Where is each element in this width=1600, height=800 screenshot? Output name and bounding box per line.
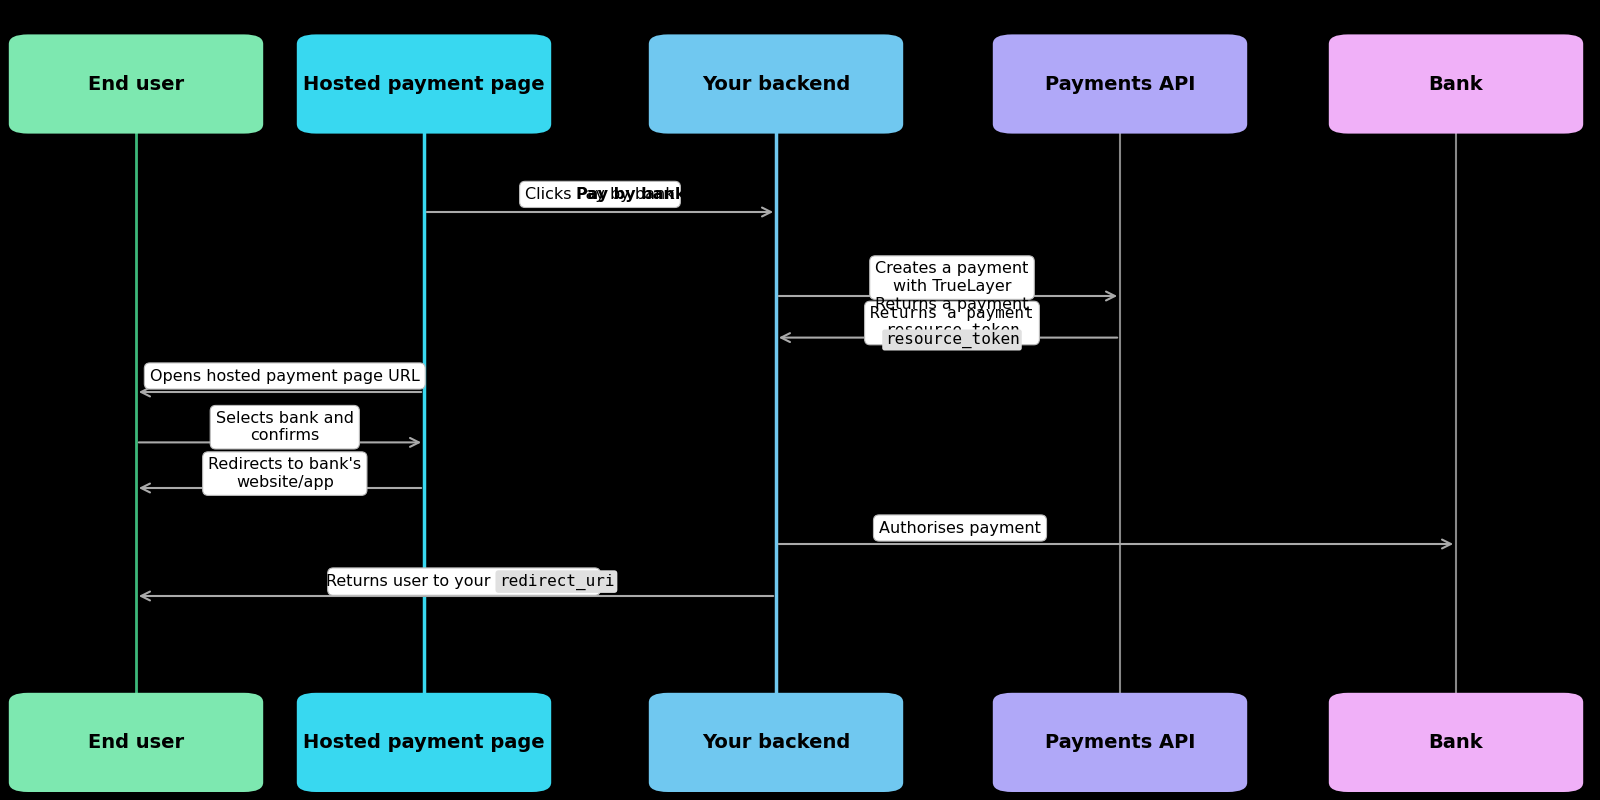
Text: Authorises payment: Authorises payment [878, 521, 1042, 535]
FancyBboxPatch shape [10, 693, 262, 792]
Text: Bank: Bank [1429, 733, 1483, 752]
FancyBboxPatch shape [992, 34, 1248, 134]
Text: Your backend: Your backend [702, 733, 850, 752]
FancyBboxPatch shape [1328, 693, 1584, 792]
Text: Clicks Pay by bank: Clicks Pay by bank [525, 187, 675, 202]
Text: Your backend: Your backend [702, 74, 850, 94]
Text: Opens hosted payment page URL: Opens hosted payment page URL [150, 369, 419, 383]
FancyBboxPatch shape [298, 693, 550, 792]
Text: Bank: Bank [1429, 74, 1483, 94]
Text: End user: End user [88, 733, 184, 752]
FancyBboxPatch shape [650, 693, 902, 792]
FancyBboxPatch shape [1328, 34, 1584, 134]
Text: End user: End user [88, 74, 184, 94]
Text: Returns user to your redirect_uri: Returns user to your redirect_uri [333, 574, 595, 590]
Text: Hosted payment page: Hosted payment page [302, 733, 546, 752]
Text: Pay by bank: Pay by bank [576, 187, 685, 202]
FancyBboxPatch shape [10, 34, 262, 134]
Text: Hosted payment page: Hosted payment page [302, 74, 546, 94]
Text: Selects bank and
confirms: Selects bank and confirms [216, 411, 354, 443]
FancyBboxPatch shape [298, 34, 550, 134]
FancyBboxPatch shape [992, 693, 1248, 792]
Text: Payments API: Payments API [1045, 733, 1195, 752]
Text: resource_token: resource_token [885, 332, 1019, 348]
Text: redirect_uri: redirect_uri [499, 574, 614, 590]
Text: Returns a payment
resource_token: Returns a payment resource_token [870, 306, 1034, 339]
Text: Returns a payment: Returns a payment [875, 298, 1029, 312]
Text: Clicks Pay by bank: Clicks Pay by bank [525, 187, 675, 202]
FancyBboxPatch shape [650, 34, 902, 134]
Text: Payments API: Payments API [1045, 74, 1195, 94]
Text: Creates a payment
with TrueLayer: Creates a payment with TrueLayer [875, 262, 1029, 294]
Text: Returns user to your: Returns user to your [326, 574, 496, 589]
Text: Redirects to bank's
website/app: Redirects to bank's website/app [208, 458, 362, 490]
